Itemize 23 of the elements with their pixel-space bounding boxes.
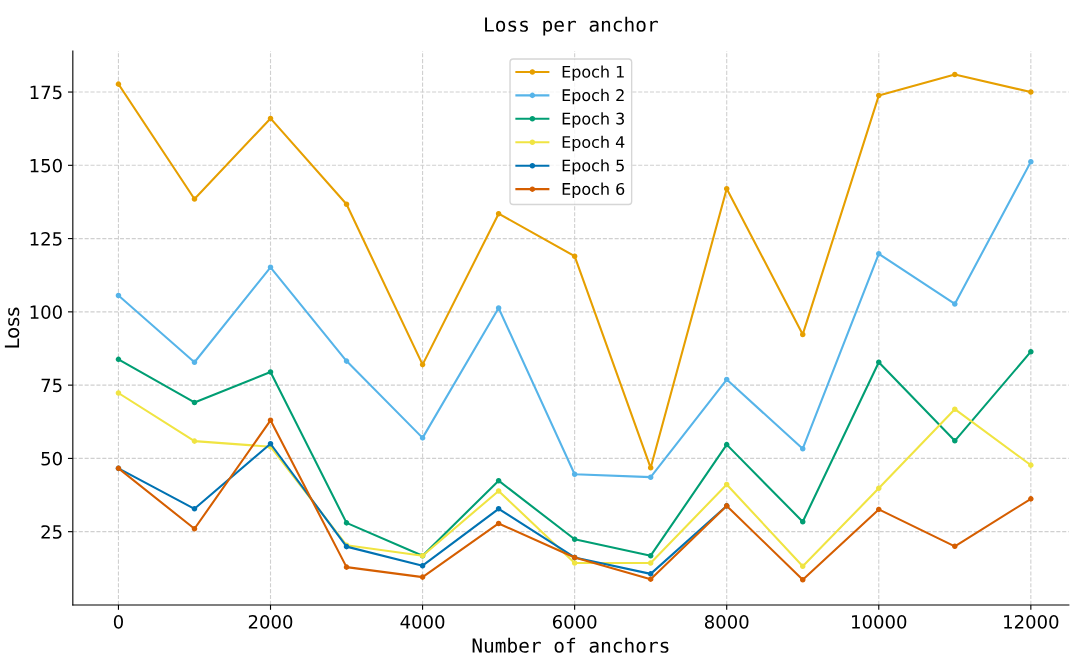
- y-tick-label: 50: [41, 451, 62, 466]
- y-tick-label: 175: [30, 85, 62, 100]
- y-tick-label: 25: [41, 525, 62, 539]
- legend-label: Epoch 5: [562, 159, 624, 175]
- y-tick-label: 75: [41, 378, 62, 393]
- legend-label: Epoch 3: [562, 112, 624, 128]
- x-tick-label: 8000: [704, 614, 749, 629]
- legend-label: Epoch 1: [562, 65, 624, 81]
- x-tick-label: 6000: [552, 614, 597, 629]
- legend-label: Epoch 6: [562, 182, 625, 199]
- x-axis-title: Number of anchors: [472, 637, 669, 653]
- chart-title: Loss per anchor: [485, 16, 658, 36]
- legend-label: Epoch 2: [562, 88, 624, 105]
- x-tick-label: 2000: [248, 614, 293, 629]
- y-tick-label: 150: [30, 158, 62, 173]
- x-tick-label: 0: [113, 614, 123, 629]
- x-tick-label: 12000: [1004, 614, 1059, 629]
- y-axis-title: Loss: [4, 307, 20, 348]
- y-tick-label: 125: [30, 232, 62, 246]
- x-tick-label: 4000: [400, 614, 445, 629]
- x-tick-label: 10000: [852, 614, 907, 629]
- legend-label: Epoch 4: [562, 135, 625, 152]
- y-tick-label: 100: [30, 305, 62, 319]
